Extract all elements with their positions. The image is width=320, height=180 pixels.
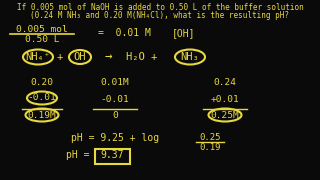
Text: NH₄⁺: NH₄⁺ xyxy=(26,52,51,62)
Text: 0.25: 0.25 xyxy=(199,133,221,142)
Text: 0: 0 xyxy=(112,111,118,120)
Text: pH =: pH = xyxy=(66,150,90,160)
Text: H₂O +: H₂O + xyxy=(126,52,158,62)
Text: 0.19: 0.19 xyxy=(199,143,221,152)
Text: -0.01: -0.01 xyxy=(28,93,56,102)
Text: 0.25M: 0.25M xyxy=(211,111,239,120)
Text: 0.19M: 0.19M xyxy=(28,111,56,120)
Text: =  0.01 M: = 0.01 M xyxy=(98,28,162,38)
Text: +: + xyxy=(57,52,63,62)
Text: 0.01M: 0.01M xyxy=(100,78,129,87)
Text: [OH]: [OH] xyxy=(171,28,195,38)
Text: +0.01: +0.01 xyxy=(211,95,239,104)
Text: 9.37: 9.37 xyxy=(100,150,124,160)
Text: (0.24 M NH₃ and 0.20 M(NH₄Cl), what is the resulting pH?: (0.24 M NH₃ and 0.20 M(NH₄Cl), what is t… xyxy=(30,11,290,20)
FancyBboxPatch shape xyxy=(94,148,130,163)
Text: If 0.005 mol of NaOH is added to 0.50 L of the buffer solution: If 0.005 mol of NaOH is added to 0.50 L … xyxy=(17,3,303,12)
Text: 0.50 L: 0.50 L xyxy=(25,35,59,44)
Text: pH = 9.25 + log: pH = 9.25 + log xyxy=(71,133,159,143)
Text: -0.01: -0.01 xyxy=(100,95,129,104)
Text: 0.005 mol: 0.005 mol xyxy=(16,25,68,34)
Text: NH₃: NH₃ xyxy=(180,52,199,62)
Text: 0.24: 0.24 xyxy=(213,78,236,87)
Text: OH: OH xyxy=(74,52,86,62)
Text: →: → xyxy=(104,51,112,64)
Text: 0.20: 0.20 xyxy=(30,78,53,87)
